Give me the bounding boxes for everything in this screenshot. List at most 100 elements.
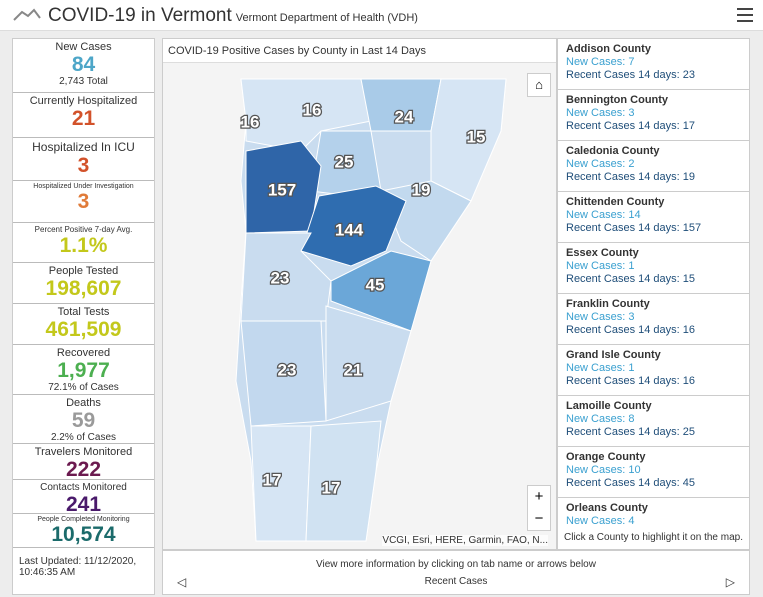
county-label: 23 bbox=[271, 268, 290, 287]
county-label: 17 bbox=[263, 470, 282, 489]
county-item[interactable]: Bennington County New Cases: 3 Recent Case… bbox=[558, 90, 749, 141]
county-label: 17 bbox=[322, 478, 341, 497]
county-label: 24 bbox=[395, 107, 414, 126]
county-label: 157 bbox=[268, 180, 296, 199]
stat-label: Travelers Monitored bbox=[34, 446, 133, 458]
stat-box: Total Tests 461,509 bbox=[13, 304, 154, 345]
logo-icon bbox=[13, 8, 41, 21]
county-name: Grand Isle County bbox=[566, 349, 661, 361]
county-label: 15 bbox=[467, 127, 486, 146]
stat-box: Deaths 59 2.2% of Cases bbox=[13, 395, 154, 444]
stats-panel: New Cases 84 2,743 Total Currently Hospital… bbox=[12, 38, 155, 595]
stat-label: Currently Hospitalized bbox=[29, 95, 138, 107]
stat-label: People Completed Monitoring bbox=[37, 516, 130, 523]
map-title: COVID-19 Positive Cases by County in Las… bbox=[163, 39, 556, 63]
county-label: 16 bbox=[241, 112, 260, 131]
county-item[interactable]: Essex County New Cases: 1 Recent Cases 14 … bbox=[558, 243, 749, 294]
county-recent-cases: Recent Cases 14 days: 45 bbox=[566, 477, 696, 489]
title: COVID-19 in Vermont bbox=[48, 5, 232, 26]
map-panel: COVID-19 Positive Cases by County in Las… bbox=[162, 38, 557, 550]
county-item[interactable]: Grand Isle County New Cases: 1 Recent Case… bbox=[558, 345, 749, 396]
last-updated: Last Updated: 11/12/2020, 10:46:35 AM bbox=[19, 556, 137, 578]
county-label: 19 bbox=[412, 180, 431, 199]
stat-label: Percent Positive 7-day Avg. bbox=[34, 225, 133, 234]
footer-hint: View more information by clicking on tab… bbox=[316, 559, 596, 570]
county-label: 21 bbox=[344, 360, 363, 379]
next-arrow[interactable]: ▷ bbox=[725, 575, 735, 589]
county-recent-cases: Recent Cases 14 days: 16 bbox=[566, 375, 696, 387]
menu-button[interactable] bbox=[737, 8, 753, 22]
county-recent-cases: Recent Cases 14 days: 19 bbox=[566, 171, 696, 183]
county-label: 16 bbox=[303, 100, 322, 119]
county-new-cases: New Cases: 10 bbox=[566, 464, 641, 476]
county-item[interactable]: Lamoille County New Cases: 8 Recent Cases … bbox=[558, 396, 749, 447]
stat-value: 461,509 bbox=[45, 318, 122, 341]
county-new-cases: New Cases: 7 bbox=[566, 56, 635, 68]
title-wrap: COVID-19 in Vermont Vermont Department of… bbox=[48, 5, 418, 27]
stat-label: New Cases bbox=[55, 41, 112, 53]
county-new-cases: New Cases: 3 bbox=[566, 311, 635, 323]
subtitle: Vermont Department of Health (VDH) bbox=[235, 12, 418, 24]
stat-label: Hospitalized In ICU bbox=[32, 140, 135, 154]
county-name: Chittenden County bbox=[566, 196, 665, 208]
stat-value: 1,977 bbox=[57, 359, 110, 382]
county-new-cases: New Cases: 4 bbox=[566, 515, 635, 527]
stat-value: 3 bbox=[77, 154, 90, 177]
stat-label: Hospitalized Under Investigation bbox=[33, 183, 134, 190]
county-item[interactable]: Caledonia County New Cases: 2 Recent Cases… bbox=[558, 141, 749, 192]
county-name: Orleans County bbox=[566, 502, 648, 514]
prev-arrow[interactable]: ◁ bbox=[177, 575, 187, 589]
county-item[interactable]: Chittenden County New Cases: 14 Recent Cas… bbox=[558, 192, 749, 243]
stat-box: People Completed Monitoring 10,574 bbox=[13, 514, 154, 548]
county-label: 23 bbox=[278, 360, 297, 379]
county-new-cases: New Cases: 1 bbox=[566, 362, 635, 374]
county-new-cases: New Cases: 14 bbox=[566, 209, 641, 221]
county-name: Essex County bbox=[566, 247, 639, 259]
zoom-controls[interactable]: + − bbox=[527, 485, 551, 531]
county-list: Addison County New Cases: 7 Recent Cases 1… bbox=[557, 38, 750, 550]
county-recent-cases: Recent Cases 14 days: 25 bbox=[566, 426, 696, 438]
header: COVID-19 in Vermont Vermont Department of… bbox=[0, 0, 763, 31]
stat-value: 222 bbox=[65, 458, 102, 480]
county-recent-cases: Recent Cases 14 days: 16 bbox=[566, 324, 696, 336]
footer-tab[interactable]: Recent Cases bbox=[424, 576, 488, 587]
county-name: Lamoille County bbox=[566, 400, 652, 412]
county-name: Franklin County bbox=[566, 298, 650, 310]
stat-sub: 2.2% of Cases bbox=[50, 432, 117, 443]
stat-label: People Tested bbox=[48, 265, 119, 277]
stat-box: Travelers Monitored 222 bbox=[13, 444, 154, 480]
county-items: Addison County New Cases: 7 Recent Cases 1… bbox=[558, 39, 749, 549]
list-footer: Click a County to highlight it on the ma… bbox=[558, 527, 749, 549]
county-item[interactable]: Orange County New Cases: 10 Recent Cases 1… bbox=[558, 447, 749, 498]
county-name: Addison County bbox=[566, 43, 651, 55]
stat-label: Contacts Monitored bbox=[40, 482, 127, 493]
stat-value: 198,607 bbox=[45, 277, 122, 300]
stat-label: Recovered bbox=[56, 347, 111, 359]
county-new-cases: New Cases: 8 bbox=[566, 413, 635, 425]
county-item[interactable]: Addison County New Cases: 7 Recent Cases 1… bbox=[558, 39, 749, 90]
county-item[interactable]: Franklin County New Cases: 3 Recent Cases … bbox=[558, 294, 749, 345]
county-recent-cases: Recent Cases 14 days: 23 bbox=[566, 69, 696, 81]
stat-value: 1.1% bbox=[59, 234, 108, 257]
map[interactable]: 16 16 24 15 25 157 19 144 23 45 23 21 17 17 bbox=[163, 63, 556, 549]
county-name: Caledonia County bbox=[566, 145, 660, 157]
stat-value: 59 bbox=[71, 409, 96, 432]
county-labels: 16 16 24 15 25 157 19 144 23 45 23 21 17 17 bbox=[239, 99, 486, 499]
county-new-cases: New Cases: 1 bbox=[566, 260, 635, 272]
county-area bbox=[245, 140, 322, 234]
home-button[interactable]: ⌂ bbox=[527, 73, 551, 97]
attribution: VCGI, Esri, HERE, Garmin, FAO, N... bbox=[382, 535, 548, 546]
county-label: 25 bbox=[335, 152, 354, 171]
stat-value: 10,574 bbox=[51, 523, 116, 546]
county-name: Orange County bbox=[566, 451, 646, 463]
stat-box: Hospitalized In ICU 3 bbox=[13, 138, 154, 181]
county-area bbox=[325, 305, 412, 422]
stat-value: 241 bbox=[65, 493, 102, 514]
county-recent-cases: Recent Cases 14 days: 15 bbox=[566, 273, 696, 285]
stat-box: Contacts Monitored 241 bbox=[13, 480, 154, 514]
county-new-cases: New Cases: 2 bbox=[566, 158, 635, 170]
county-area bbox=[330, 250, 432, 332]
county-label: 144 bbox=[335, 220, 364, 239]
